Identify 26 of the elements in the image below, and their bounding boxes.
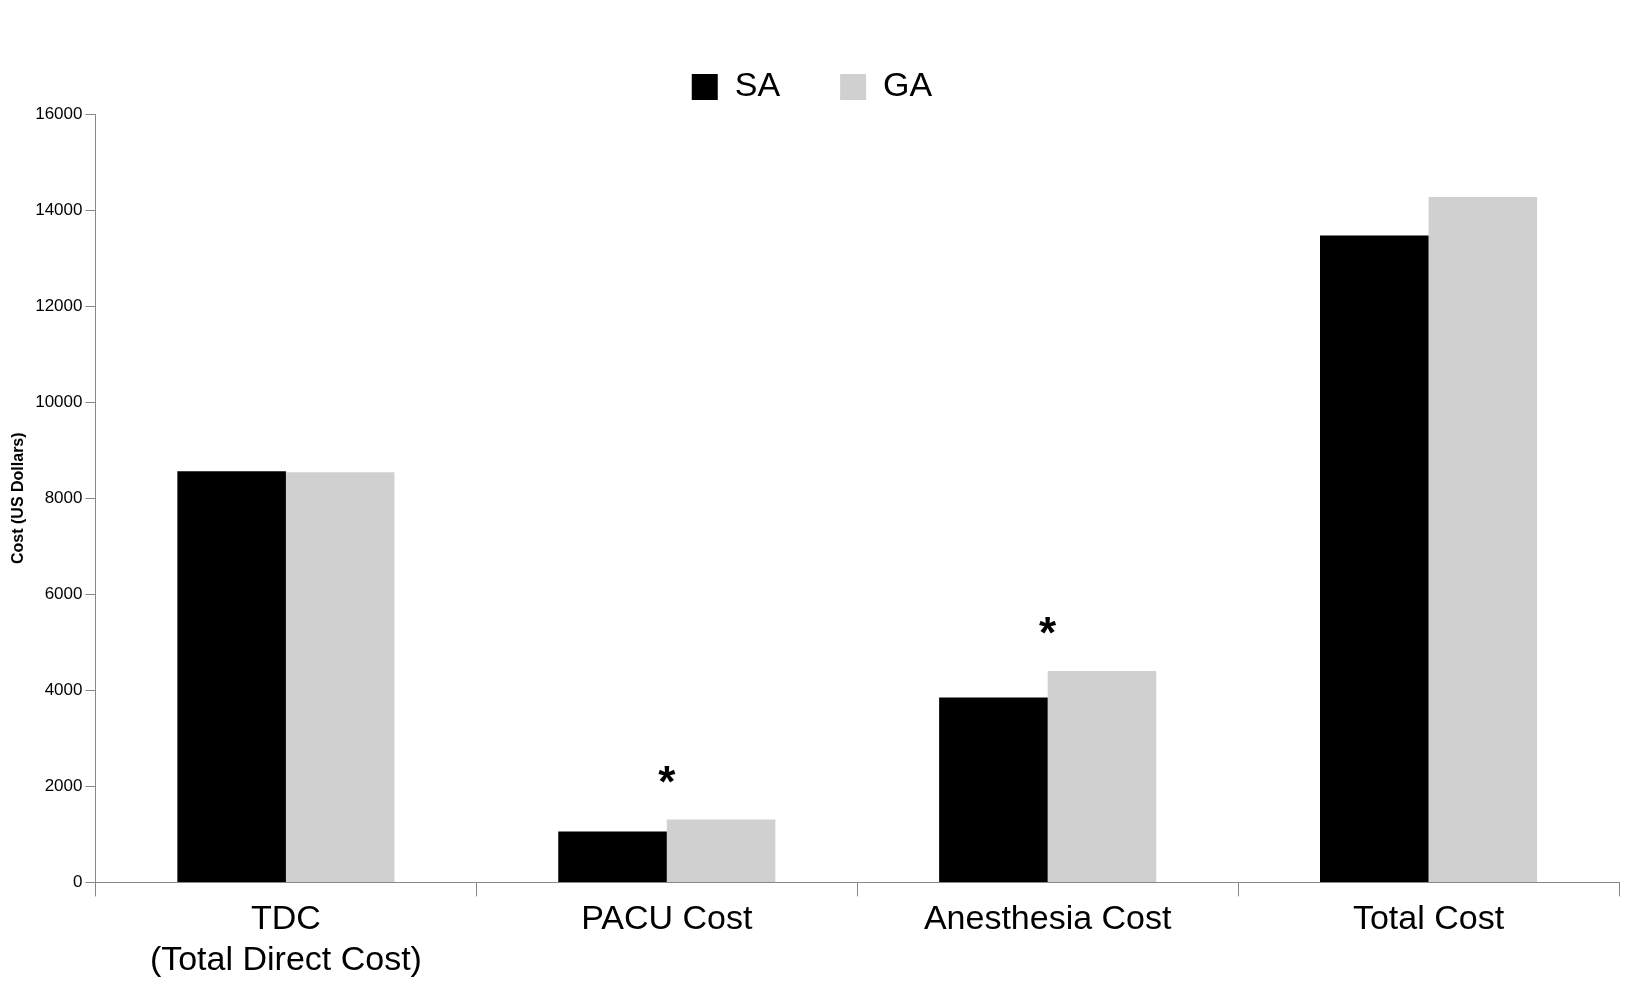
bar bbox=[939, 697, 1048, 882]
x-tick-label: Total Cost bbox=[1352, 898, 1505, 937]
bar bbox=[558, 831, 667, 882]
annotation: * bbox=[658, 756, 677, 806]
legend-label: SA bbox=[734, 65, 781, 104]
y-tick-label: 4000 bbox=[44, 679, 83, 699]
y-tick-label: 2000 bbox=[44, 776, 83, 796]
y-axis-title: Cost (US Dollars) bbox=[9, 432, 27, 564]
y-tick-label: 6000 bbox=[44, 583, 83, 603]
bar bbox=[285, 472, 395, 882]
y-tick-label: 8000 bbox=[44, 487, 83, 507]
bar bbox=[1047, 671, 1157, 882]
annotation: * bbox=[1039, 608, 1058, 658]
y-tick-label: 12000 bbox=[35, 295, 83, 315]
x-tick-label: PACU Cost bbox=[581, 898, 753, 937]
y-tick-label: 14000 bbox=[35, 199, 83, 219]
y-tick-label: 0 bbox=[73, 872, 83, 892]
bar bbox=[666, 819, 776, 882]
legend-label: GA bbox=[883, 65, 933, 104]
y-tick-label: 10000 bbox=[35, 391, 83, 411]
bar bbox=[177, 471, 286, 882]
y-tick-label: 16000 bbox=[35, 103, 83, 123]
x-tick-label: TDC (Total Direct Cost) bbox=[149, 898, 422, 977]
bar bbox=[1428, 197, 1538, 882]
x-tick-label: Anesthesia Cost bbox=[923, 898, 1173, 937]
bar bbox=[1320, 235, 1429, 882]
